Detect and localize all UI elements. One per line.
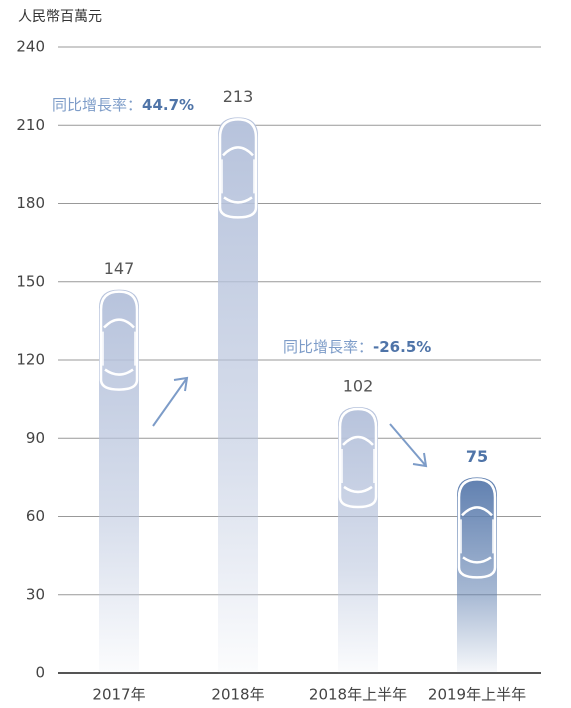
x-tick-label: 2018年上半年 <box>309 686 407 704</box>
y-tick-label: 210 <box>16 116 45 134</box>
chart: 人民幣百萬元 同比增長率：44.7% 同比增長率：-26.5% 03060901… <box>0 0 571 708</box>
annotation-text: 同比增長率： <box>52 96 142 114</box>
bar <box>218 117 258 673</box>
y-tick-label: 180 <box>16 194 45 212</box>
value-label: 213 <box>223 87 254 106</box>
arrows <box>153 378 426 466</box>
annotation: 同比增長率：-26.5% <box>283 338 431 356</box>
value-label: 147 <box>104 259 135 278</box>
bar <box>99 290 139 673</box>
x-tick-label: 2019年上半年 <box>428 686 526 704</box>
x-tick-label: 2017年 <box>92 686 145 704</box>
y-tick-label: 0 <box>35 664 45 682</box>
arrow-down <box>390 424 426 466</box>
value-label: 75 <box>466 447 488 466</box>
x-tick-label: 2018年 <box>211 686 264 704</box>
y-tick-label: 240 <box>16 38 45 56</box>
y-tick-label: 30 <box>26 585 45 603</box>
value-label: 102 <box>343 376 374 395</box>
annotation-value: 44.7% <box>142 96 194 114</box>
annotation: 同比增長率：44.7% <box>52 96 194 114</box>
annotation-value: -26.5% <box>373 338 431 356</box>
arrow-up <box>153 378 187 426</box>
y-tick-label: 90 <box>26 429 45 447</box>
annotation-text: 同比增長率： <box>283 338 373 356</box>
bar <box>338 407 378 673</box>
y-tick-label: 120 <box>16 351 45 369</box>
unit-label: 人民幣百萬元 <box>18 9 102 25</box>
y-tick-label: 150 <box>16 272 45 290</box>
y-tick-label: 60 <box>26 507 45 525</box>
